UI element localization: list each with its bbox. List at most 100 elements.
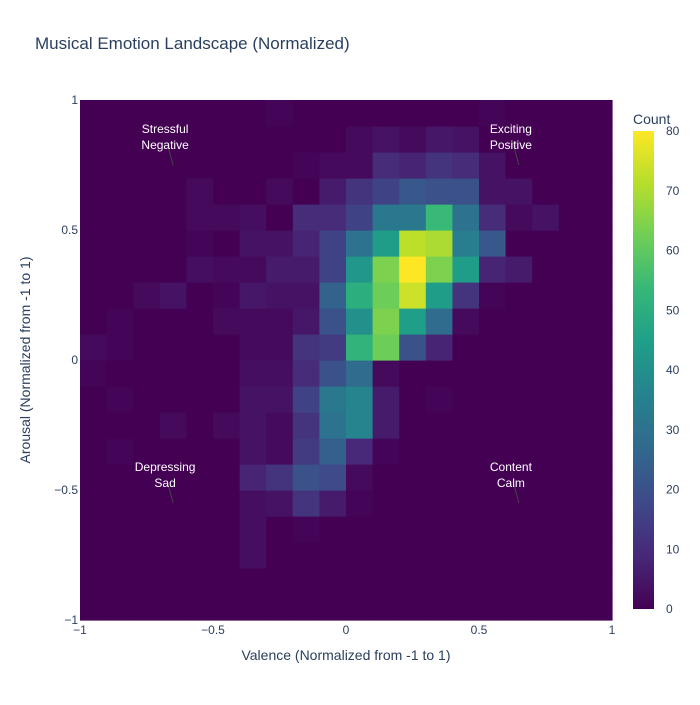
heatmap-cell xyxy=(452,256,480,283)
heatmap-cell xyxy=(266,256,294,283)
heatmap-cell xyxy=(558,594,586,621)
heatmap-cell xyxy=(532,152,560,179)
heatmap-cell xyxy=(133,178,161,205)
heatmap-cell xyxy=(585,308,613,335)
colorbar xyxy=(633,131,654,609)
heatmap-cell xyxy=(532,282,560,309)
heatmap-cell xyxy=(292,204,320,231)
heatmap-cell xyxy=(239,152,267,179)
heatmap-cell xyxy=(239,256,267,283)
heatmap-cell xyxy=(319,412,347,439)
heatmap-cell xyxy=(532,386,560,413)
heatmap-cell xyxy=(399,464,427,491)
heatmap-cell xyxy=(106,256,134,283)
heatmap-cell xyxy=(213,464,241,491)
heatmap-cell xyxy=(292,334,320,361)
heatmap-cell xyxy=(346,542,374,569)
heatmap-cell xyxy=(159,412,187,439)
heatmap-cell xyxy=(133,152,161,179)
heatmap-cell xyxy=(213,204,241,231)
heatmap-cell xyxy=(479,308,507,335)
heatmap-cell xyxy=(505,568,533,595)
heatmap-cell xyxy=(399,542,427,569)
y-axis-label: Arousal (Normalized from -1 to 1) xyxy=(17,257,33,464)
heatmap-cell xyxy=(186,490,214,517)
heatmap-cell xyxy=(80,100,108,127)
heatmap-cell xyxy=(452,412,480,439)
heatmap-cell xyxy=(239,542,267,569)
heatmap-cell xyxy=(372,516,400,543)
heatmap-cell xyxy=(133,490,161,517)
heatmap-cell xyxy=(479,594,507,621)
heatmap-cell xyxy=(558,386,586,413)
heatmap-cell xyxy=(346,178,374,205)
heatmap-cell xyxy=(266,308,294,335)
heatmap-cell xyxy=(80,568,108,595)
heatmap-cell xyxy=(346,256,374,283)
heatmap-cell xyxy=(80,464,108,491)
annotation-label: Positive xyxy=(490,138,532,152)
heatmap-cell xyxy=(133,204,161,231)
heatmap-cell xyxy=(266,386,294,413)
heatmap-cell xyxy=(133,568,161,595)
colorbar-tick-label: 80 xyxy=(666,124,680,138)
heatmap-cell xyxy=(319,594,347,621)
heatmap-cell xyxy=(133,542,161,569)
heatmap-cell xyxy=(372,334,400,361)
heatmap-cell xyxy=(319,542,347,569)
heatmap-cell xyxy=(159,282,187,309)
heatmap-cell xyxy=(372,464,400,491)
heatmap-cell xyxy=(399,178,427,205)
heatmap-cell xyxy=(479,438,507,465)
heatmap-cell xyxy=(452,282,480,309)
colorbar-tick-label: 40 xyxy=(666,363,680,377)
x-tick-label: −0.5 xyxy=(201,623,225,637)
heatmap-cell xyxy=(452,178,480,205)
heatmap-cell xyxy=(399,126,427,153)
heatmap-cell xyxy=(585,542,613,569)
heatmap-cell xyxy=(266,542,294,569)
heatmap-cell xyxy=(213,126,241,153)
colorbar-tick-label: 50 xyxy=(666,303,680,317)
heatmap-cell xyxy=(425,100,453,127)
heatmap-cell xyxy=(452,568,480,595)
heatmap-cell xyxy=(558,542,586,569)
heatmap-cell xyxy=(159,178,187,205)
x-tick-label: 1 xyxy=(609,623,616,637)
heatmap-cell xyxy=(425,256,453,283)
heatmap-cell xyxy=(266,334,294,361)
heatmap-cell xyxy=(186,360,214,387)
heatmap-cell xyxy=(213,568,241,595)
heatmap-cells xyxy=(80,100,613,621)
heatmap-cell xyxy=(346,204,374,231)
heatmap-cell xyxy=(585,256,613,283)
heatmap-cell xyxy=(399,594,427,621)
heatmap-cell xyxy=(186,100,214,127)
heatmap-cell xyxy=(159,256,187,283)
heatmap-cell xyxy=(292,568,320,595)
heatmap-cell xyxy=(80,152,108,179)
heatmap-cell xyxy=(213,386,241,413)
heatmap-cell xyxy=(266,568,294,595)
x-axis-label: Valence (Normalized from -1 to 1) xyxy=(241,647,450,663)
heatmap-cell xyxy=(372,204,400,231)
annotation: Stressful Negative xyxy=(141,122,189,166)
heatmap-cell xyxy=(505,334,533,361)
heatmap-cell xyxy=(452,360,480,387)
heatmap-cell xyxy=(505,412,533,439)
heatmap-cell xyxy=(239,126,267,153)
heatmap-cell xyxy=(186,464,214,491)
heatmap-cell xyxy=(239,464,267,491)
heatmap-cell xyxy=(319,126,347,153)
x-tick-label: 0 xyxy=(343,623,350,637)
heatmap-cell xyxy=(479,100,507,127)
heatmap-cell xyxy=(213,152,241,179)
heatmap-cell xyxy=(532,230,560,257)
heatmap-cell xyxy=(80,412,108,439)
heatmap-cell xyxy=(159,594,187,621)
heatmap-cell xyxy=(319,464,347,491)
heatmap-cell xyxy=(532,256,560,283)
heatmap-cell xyxy=(425,360,453,387)
heatmap-cell xyxy=(585,438,613,465)
heatmap-cell xyxy=(585,178,613,205)
